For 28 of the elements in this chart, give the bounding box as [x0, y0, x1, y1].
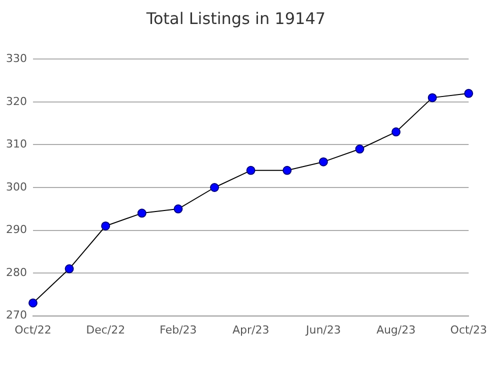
point [174, 204, 183, 214]
y-tick-label: 300 [6, 180, 27, 194]
x-tick-label: Oct/22 [14, 323, 52, 336]
point [355, 144, 364, 154]
x-tick-label: Feb/23 [160, 323, 197, 336]
x-tick-label: Jun/23 [304, 323, 341, 336]
point [28, 298, 38, 308]
point [318, 157, 328, 166]
y-tick-label: 270 [6, 308, 27, 322]
point [64, 264, 74, 274]
x-tick-label: Apr/23 [232, 323, 270, 336]
y-tick-label: 320 [6, 94, 27, 108]
y-tick-label: 310 [6, 138, 27, 151]
point [137, 208, 146, 218]
x-tick-label: Oct/23 [450, 323, 488, 336]
point [282, 166, 292, 175]
y-tick-label: 280 [6, 266, 27, 279]
x-tick-label: Aug/23 [376, 323, 416, 336]
y-tick-label: 290 [6, 223, 27, 236]
point [428, 93, 437, 102]
point [464, 88, 474, 98]
point [210, 183, 220, 192]
point [246, 166, 256, 175]
x-tick-label: Dec/22 [86, 323, 126, 336]
point [101, 221, 110, 230]
chart-title: Total Listings in 19147 [145, 8, 326, 28]
y-tick-label: 330 [6, 52, 27, 66]
point [392, 127, 401, 136]
